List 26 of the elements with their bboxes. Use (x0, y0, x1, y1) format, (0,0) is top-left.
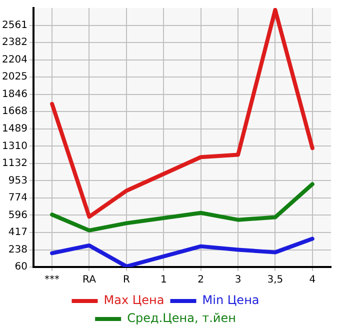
y-tick-label: 953 (8, 175, 28, 186)
x-tick-label: *** (44, 274, 60, 286)
y-tick-label: 1489 (2, 123, 28, 134)
y-tick-label: 60 (14, 262, 28, 273)
y-tick-label: 1846 (2, 88, 28, 100)
x-tick-label: 4 (309, 274, 316, 286)
x-tick-label: 3 (234, 274, 242, 286)
x-tick-label: 3,5 (267, 274, 284, 286)
x-tick-label: R (122, 274, 130, 286)
y-tick-label: 1132 (2, 158, 28, 169)
y-tick-label: 774 (8, 192, 28, 204)
x-tick-label: 1 (160, 274, 167, 286)
y-tick-label: 1310 (2, 140, 28, 152)
y-tick-label: 1668 (2, 106, 28, 118)
x-tick-label: 2 (198, 274, 204, 286)
y-tick-label: 2561 (2, 20, 28, 31)
legend-label: Min Цена (202, 293, 260, 308)
y-tick-label: 417 (8, 227, 28, 238)
legend-label: Сред.Цена, т.йен (127, 311, 236, 326)
y-tick-label: 596 (8, 210, 28, 221)
y-tick-label: 238 (8, 244, 28, 256)
legend-label: Max Цена (104, 293, 164, 308)
y-tick-label: 2382 (2, 37, 28, 48)
y-tick-label: 2025 (2, 72, 28, 83)
x-tick-label: RA (82, 274, 96, 286)
y-tick-label: 2204 (2, 54, 28, 66)
